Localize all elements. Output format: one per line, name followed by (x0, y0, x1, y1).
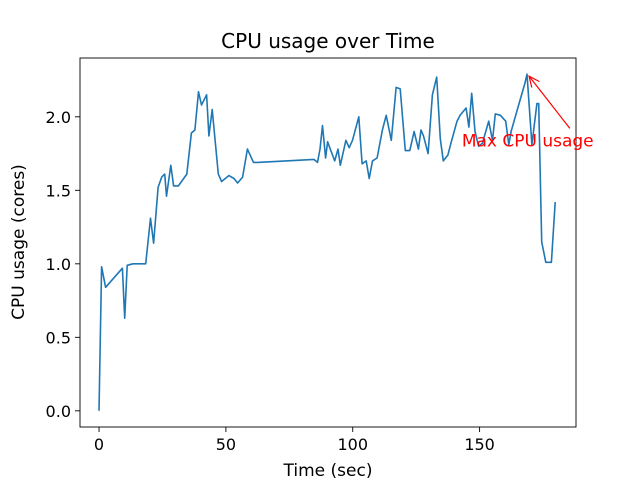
x-tick-label: 0 (94, 435, 104, 454)
x-tick-label: 50 (216, 435, 236, 454)
y-tick-label: 0.5 (46, 328, 71, 347)
x-tick-label: 100 (337, 435, 368, 454)
cpu-usage-series-line (98, 73, 556, 411)
y-tick-label: 1.5 (46, 181, 71, 200)
y-tick-label: 1.0 (46, 255, 71, 274)
max-cpu-annotation: Max CPU usage (462, 76, 594, 151)
x-axis-label: Time (sec) (283, 461, 373, 480)
y-tick-label: 2.0 (46, 108, 71, 127)
plot-frame (79, 57, 577, 428)
annotation-arrow (529, 76, 571, 129)
x-axis-ticks: 0 50 100 150 (94, 427, 495, 454)
chart-title: CPU usage over Time (221, 29, 435, 53)
y-tick-label: 0.0 (46, 402, 71, 421)
x-tick-label: 150 (464, 435, 495, 454)
y-axis-label: CPU usage (cores) (9, 164, 29, 320)
annotation-text: Max CPU usage (462, 131, 594, 151)
y-axis-ticks: 0.0 0.5 1.0 1.5 2.0 (46, 108, 80, 421)
